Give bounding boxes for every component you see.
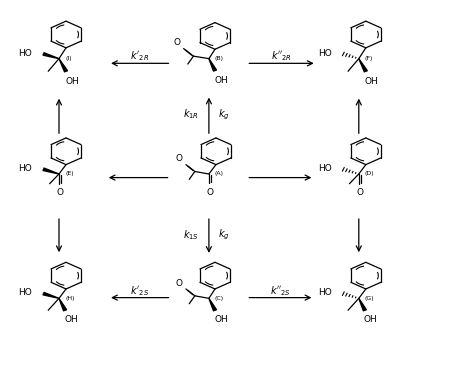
Text: (D): (D) bbox=[365, 172, 374, 176]
Polygon shape bbox=[59, 298, 67, 311]
Polygon shape bbox=[43, 53, 59, 59]
Text: OH: OH bbox=[365, 76, 379, 86]
Text: $k_{1S}$: $k_{1S}$ bbox=[182, 228, 199, 242]
Polygon shape bbox=[209, 298, 217, 311]
Text: O: O bbox=[206, 188, 213, 197]
Text: O: O bbox=[173, 38, 180, 47]
Text: $k_{1R}$: $k_{1R}$ bbox=[182, 108, 199, 122]
Text: $k'_{2R}$: $k'_{2R}$ bbox=[130, 49, 150, 63]
Text: $k''_{2R}$: $k''_{2R}$ bbox=[271, 49, 292, 63]
Text: OH: OH bbox=[214, 76, 228, 85]
Text: (C): (C) bbox=[215, 296, 224, 301]
Text: HO: HO bbox=[319, 49, 332, 58]
Polygon shape bbox=[59, 59, 67, 72]
Polygon shape bbox=[359, 59, 367, 72]
Text: OH: OH bbox=[214, 315, 228, 324]
Text: HO: HO bbox=[319, 164, 332, 173]
Text: HO: HO bbox=[18, 164, 32, 173]
Text: (A): (A) bbox=[215, 172, 224, 176]
Text: HO: HO bbox=[18, 49, 32, 58]
Text: $k_g$: $k_g$ bbox=[218, 107, 230, 122]
Text: (E): (E) bbox=[65, 172, 73, 176]
Text: O: O bbox=[176, 279, 182, 288]
Text: O: O bbox=[356, 188, 363, 197]
Text: OH: OH bbox=[364, 315, 378, 324]
Polygon shape bbox=[359, 298, 366, 311]
Text: (I): (I) bbox=[65, 56, 72, 61]
Text: OH: OH bbox=[64, 315, 78, 324]
Polygon shape bbox=[209, 59, 217, 71]
Text: O: O bbox=[176, 154, 182, 163]
Text: (H): (H) bbox=[65, 296, 74, 301]
Text: HO: HO bbox=[319, 288, 332, 298]
Text: HO: HO bbox=[18, 288, 32, 298]
Text: OH: OH bbox=[65, 76, 79, 86]
Text: (G): (G) bbox=[365, 296, 374, 301]
Polygon shape bbox=[43, 292, 59, 298]
Text: $k'_{2S}$: $k'_{2S}$ bbox=[130, 284, 150, 298]
Text: O: O bbox=[56, 188, 64, 197]
Text: (F): (F) bbox=[365, 56, 373, 61]
Text: $k_g$: $k_g$ bbox=[218, 228, 230, 242]
Text: (B): (B) bbox=[215, 56, 224, 61]
Text: $k''_{2S}$: $k''_{2S}$ bbox=[270, 284, 291, 298]
Polygon shape bbox=[43, 168, 59, 174]
